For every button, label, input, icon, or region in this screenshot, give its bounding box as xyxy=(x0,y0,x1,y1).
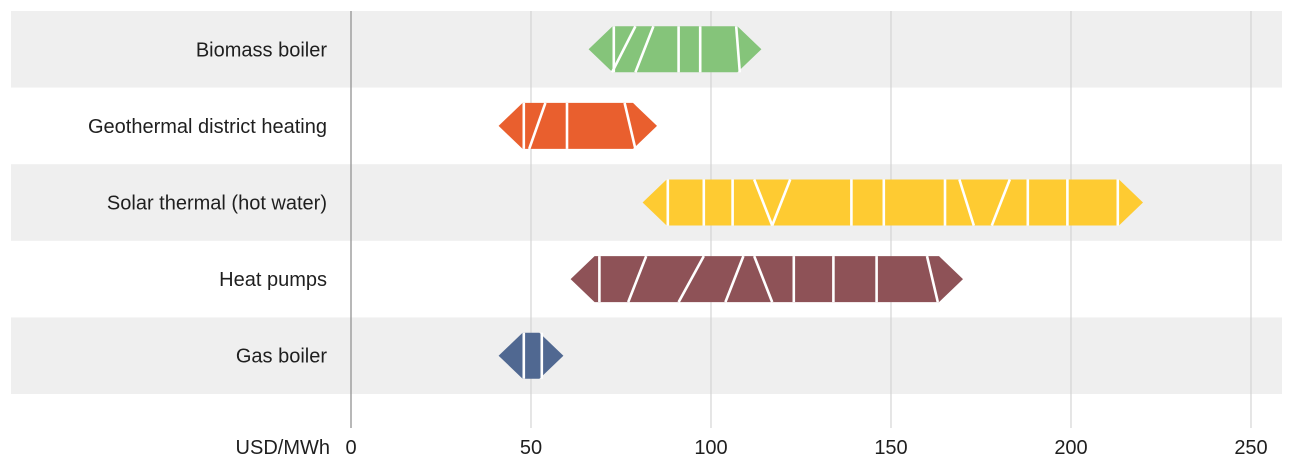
range-bar xyxy=(570,255,963,303)
x-tick-labels: USD/MWh 0 50 100 150 200 250 xyxy=(236,437,1268,459)
category-label: Geothermal district heating xyxy=(88,116,327,138)
category-label: Heat pumps xyxy=(219,269,327,291)
range-bar xyxy=(588,25,762,73)
bar-divider xyxy=(752,255,774,303)
range-bars xyxy=(498,25,1143,379)
category-label: Gas boiler xyxy=(236,346,327,368)
category-labels: Biomass boiler Geothermal district heatin… xyxy=(88,39,327,367)
range-bar xyxy=(498,332,564,379)
bar-divider xyxy=(990,179,1012,226)
range-bar xyxy=(498,102,657,150)
category-label: Solar thermal (hot water) xyxy=(107,193,327,215)
bar-divider xyxy=(623,102,637,150)
bar-divider xyxy=(734,26,742,73)
bar-divider xyxy=(925,255,940,303)
range-bar-shape xyxy=(498,332,564,379)
bar-divider xyxy=(770,179,792,226)
bar-divider xyxy=(527,102,547,150)
bar-divider xyxy=(610,25,637,73)
bar-divider xyxy=(677,255,705,303)
bar-divider xyxy=(634,25,655,73)
range-bar-shape xyxy=(498,102,657,149)
x-tick-label: 0 xyxy=(345,437,356,459)
x-tick-label: 50 xyxy=(520,437,542,459)
x-tick-label: 100 xyxy=(694,437,727,459)
range-bar xyxy=(642,179,1143,226)
bar-divider xyxy=(626,255,648,303)
bar-divider xyxy=(724,255,745,303)
category-label: Biomass boiler xyxy=(196,39,328,61)
range-bar-shape xyxy=(588,26,762,73)
x-tick-label: 250 xyxy=(1234,437,1267,459)
range-bar-shape xyxy=(570,256,963,303)
bar-divider xyxy=(752,179,774,226)
x-tick-label: 150 xyxy=(874,437,907,459)
x-tick-label: 200 xyxy=(1054,437,1087,459)
row-band xyxy=(11,317,1282,394)
bar-divider xyxy=(958,179,976,226)
x-axis-label: USD/MWh xyxy=(236,437,330,459)
